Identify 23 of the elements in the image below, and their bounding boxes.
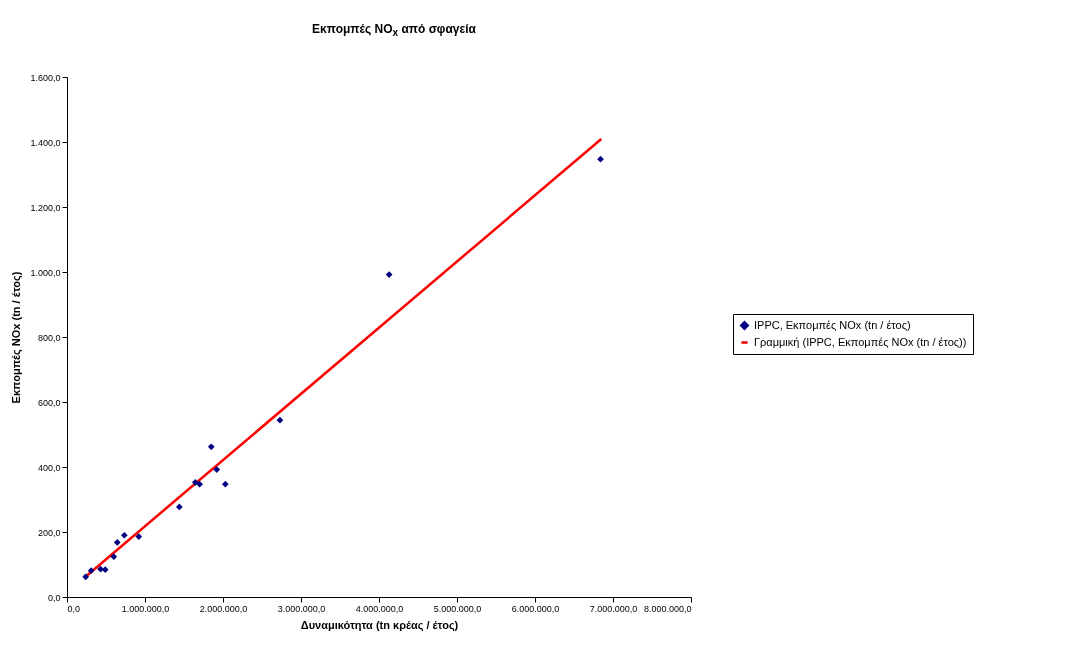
y-tick-label: 600,0 bbox=[37, 397, 61, 408]
x-tick-label: 0,0 bbox=[67, 603, 81, 614]
y-tick-label: 0,0 bbox=[47, 592, 61, 603]
x-tick-label: 7.000.000,0 bbox=[589, 603, 638, 614]
chart-title: Εκπομπές NO$_{x}$ από σφαγεία bbox=[311, 22, 477, 39]
x-tick-label: 3.000.000,0 bbox=[277, 603, 326, 614]
x-tick-label: 2.000.000,0 bbox=[199, 603, 248, 614]
y-tick-label: 1.600,0 bbox=[30, 72, 61, 83]
y-tick-label: 200,0 bbox=[37, 527, 61, 538]
y-tick-label: 800,0 bbox=[37, 332, 61, 343]
x-tick-label: 5.000.000,0 bbox=[433, 603, 482, 614]
y-tick-label: 400,0 bbox=[37, 462, 61, 473]
y-tick-label: 1.000,0 bbox=[30, 267, 61, 278]
y-tick-label: 1.200,0 bbox=[30, 202, 61, 213]
x-axis-title: Δυναμικότητα (tn κρέας / έτος) bbox=[300, 618, 459, 632]
x-tick-label: 8.000.000,0 bbox=[643, 603, 692, 614]
y-tick-label: 1.400,0 bbox=[30, 137, 61, 148]
x-tick-label: 4.000.000,0 bbox=[355, 603, 404, 614]
legend-label: Γραμμική (IPPC, Εκπομπές NOx (tn / έτος)) bbox=[754, 335, 967, 348]
x-tick-label: 6.000.000,0 bbox=[511, 603, 560, 614]
y-axis-title: Εκπομπές NOx (tn / έτος) bbox=[10, 271, 24, 404]
x-tick-label: 1.000.000,0 bbox=[121, 603, 170, 614]
legend-label: IPPC, Εκπομπές NOx (tn / έτος) bbox=[754, 318, 911, 331]
